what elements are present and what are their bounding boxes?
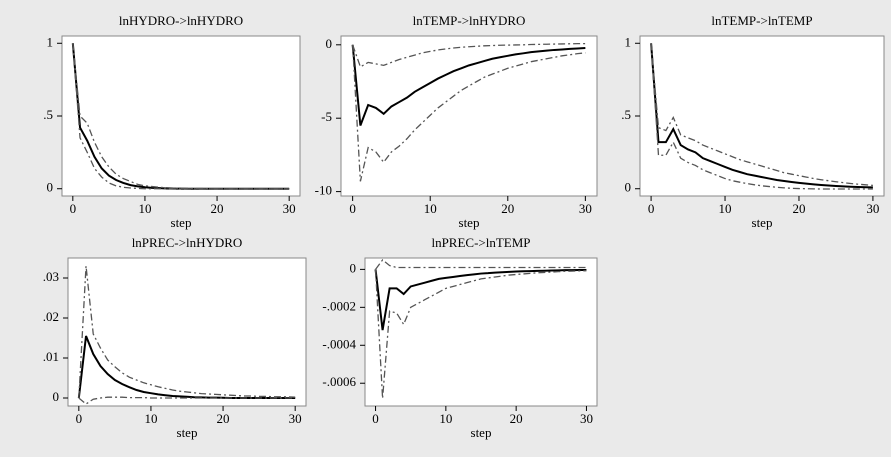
- x-tick-label: 20: [501, 201, 514, 216]
- x-tick-label: 30: [580, 411, 593, 426]
- x-tick-label: 10: [138, 201, 151, 216]
- y-tick-label: -.0006: [322, 374, 356, 389]
- y-tick-label: .02: [43, 309, 59, 324]
- x-tick-label: 0: [349, 201, 356, 216]
- y-tick-label: 0: [47, 180, 54, 195]
- y-tick-label: -5: [321, 109, 332, 124]
- y-tick-label: 1: [47, 34, 54, 49]
- y-tick-label: 0: [625, 180, 632, 195]
- irf-line: [650, 43, 873, 190]
- x-tick-label: 0: [76, 411, 83, 426]
- y-tick-label: -.0002: [322, 298, 356, 313]
- y-tick-label: 0: [53, 389, 60, 404]
- x-tick-label: 10: [439, 411, 452, 426]
- y-tick-label: .5: [621, 107, 631, 122]
- x-axis-label: step: [752, 215, 773, 230]
- x-tick-label: 20: [792, 201, 805, 216]
- x-axis-label: step: [471, 425, 492, 440]
- x-tick-label: 30: [289, 411, 302, 426]
- panel-title: lnPREC->lnHYDRO: [132, 235, 243, 250]
- x-tick-label: 20: [217, 411, 230, 426]
- x-axis-label: step: [171, 215, 192, 230]
- x-axis-label: step: [177, 425, 198, 440]
- x-tick-label: 0: [70, 201, 77, 216]
- panel-title: lnHYDRO->lnHYDRO: [119, 13, 243, 28]
- x-tick-label: 30: [866, 201, 879, 216]
- y-tick-label: -.0004: [322, 336, 356, 351]
- irf-line: [351, 44, 586, 182]
- y-tick-label: .5: [43, 107, 53, 122]
- x-tick-label: 20: [211, 201, 224, 216]
- plot-area: [639, 35, 885, 197]
- panel-title: lnTEMP->lnHYDRO: [413, 13, 526, 28]
- x-tick-label: 30: [579, 201, 592, 216]
- irf-line: [374, 269, 587, 399]
- x-tick-label: 10: [424, 201, 437, 216]
- y-tick-label: .01: [43, 349, 59, 364]
- panel-title: lnPREC->lnTEMP: [431, 235, 530, 250]
- x-tick-label: 10: [719, 201, 732, 216]
- irf-line: [78, 265, 296, 399]
- y-tick-label: -10: [315, 183, 332, 198]
- x-axis-label: step: [459, 215, 480, 230]
- y-tick-label: 0: [326, 36, 333, 51]
- plot-area: [340, 35, 598, 197]
- irf-line: [374, 268, 587, 331]
- plot-area: [67, 257, 307, 407]
- y-tick-label: 0: [350, 260, 357, 275]
- irf-line: [352, 42, 586, 68]
- x-tick-label: 10: [144, 411, 157, 426]
- y-tick-label: 1: [625, 34, 632, 49]
- irf-line: [351, 44, 586, 126]
- irf-line: [78, 396, 296, 405]
- y-tick-label: .03: [43, 269, 59, 284]
- x-tick-label: 0: [372, 411, 379, 426]
- irf-line: [72, 43, 290, 190]
- irf-line: [375, 258, 587, 270]
- irf-line: [650, 43, 873, 189]
- irf-line: [650, 43, 873, 187]
- plot-area: [364, 257, 598, 407]
- plot-area: [61, 35, 301, 197]
- x-tick-label: 0: [648, 201, 655, 216]
- x-tick-label: 30: [283, 201, 296, 216]
- panel-title: lnTEMP->lnTEMP: [711, 13, 812, 28]
- x-tick-label: 20: [510, 411, 523, 426]
